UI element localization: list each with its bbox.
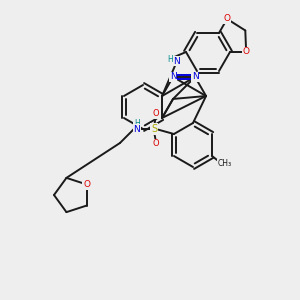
Text: O: O (153, 110, 159, 118)
Text: N: N (192, 72, 198, 81)
Text: O: O (243, 47, 250, 56)
Text: O: O (83, 180, 90, 189)
Text: S: S (151, 124, 157, 134)
Text: H: H (134, 119, 140, 128)
Text: N: N (170, 72, 176, 81)
Text: N: N (174, 56, 180, 65)
Text: CH₃: CH₃ (218, 160, 232, 169)
Text: N: N (134, 124, 140, 134)
Text: H: H (167, 56, 173, 64)
Text: O: O (153, 140, 159, 148)
Text: O: O (224, 14, 231, 23)
